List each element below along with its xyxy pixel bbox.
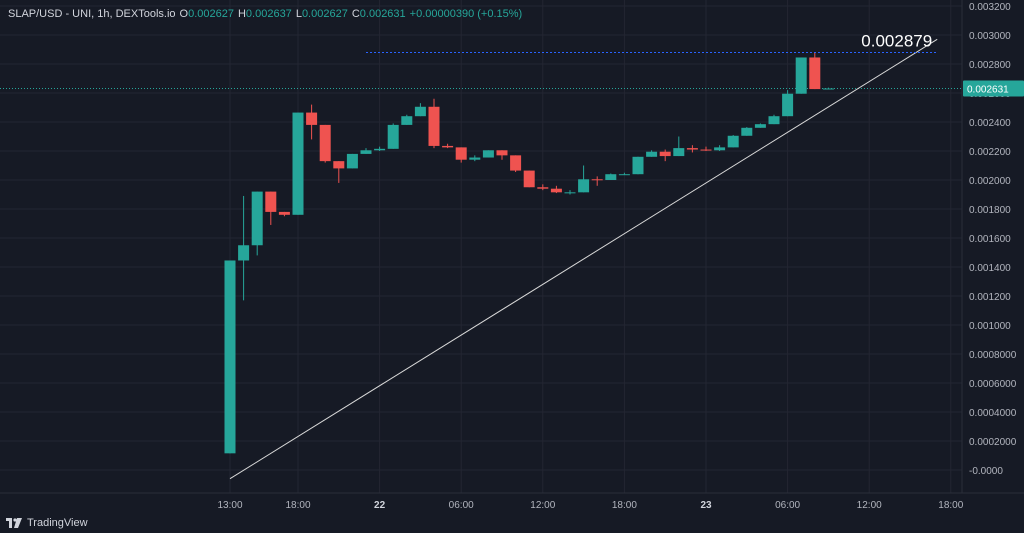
candle-up[interactable] — [768, 116, 780, 125]
candle-down[interactable] — [319, 124, 331, 162]
y-tick-label: 0.001800 — [969, 205, 1011, 216]
candle-down[interactable] — [809, 57, 821, 90]
candle-up[interactable] — [578, 179, 590, 193]
candle-down[interactable] — [265, 191, 277, 212]
candle-up[interactable] — [414, 106, 426, 117]
candle-up[interactable] — [714, 147, 726, 151]
candle-down[interactable] — [333, 161, 345, 169]
candle-down[interactable] — [496, 150, 508, 156]
candle-up[interactable] — [754, 124, 766, 128]
x-tick-label: 12:00 — [530, 500, 555, 511]
candle-up[interactable] — [605, 174, 617, 180]
candle-up[interactable] — [795, 57, 807, 94]
price-annotation-label: 0.002879 — [861, 32, 932, 51]
y-tick-label: -0.0000 — [969, 466, 1003, 477]
x-tick-label: 06:00 — [775, 500, 800, 511]
ohlc-close: C0.002631 — [351, 8, 406, 20]
candle-up[interactable] — [224, 260, 236, 454]
y-tick-label: 0.0002000 — [969, 437, 1017, 448]
y-tick-label: 0.0004000 — [969, 408, 1017, 419]
candle-up[interactable] — [401, 116, 413, 125]
y-tick-label: 0.003200 — [969, 2, 1011, 13]
brand-name: TradingView — [27, 517, 88, 529]
candle-down[interactable] — [659, 151, 671, 157]
y-tick-label: 0.001200 — [969, 292, 1011, 303]
symbol-title[interactable]: SLAP/USD - UNI, 1h, DEXTools.io — [8, 8, 176, 20]
current-price-tag — [963, 80, 1024, 97]
y-tick-label: 0.001400 — [969, 263, 1011, 274]
y-tick-label: 0.001000 — [969, 321, 1011, 332]
candle-up[interactable] — [646, 151, 658, 157]
candle-down[interactable] — [278, 211, 290, 215]
y-tick-label: 0.002400 — [969, 118, 1011, 129]
current-price-tag-label: 0.002631 — [967, 85, 1009, 96]
candle-up[interactable] — [251, 191, 263, 246]
candle-down[interactable] — [686, 148, 698, 150]
candle-up[interactable] — [469, 157, 481, 160]
candle-up[interactable] — [618, 174, 630, 176]
candle-up[interactable] — [782, 93, 794, 117]
candle-up[interactable] — [673, 148, 685, 157]
candle-up[interactable] — [632, 156, 644, 175]
candle-up[interactable] — [822, 88, 834, 90]
candle-up[interactable] — [741, 127, 753, 136]
y-tick-label: 0.0008000 — [969, 350, 1017, 361]
ohlc-low: L0.002627 — [295, 8, 348, 20]
candle-down[interactable] — [700, 149, 712, 151]
candle-down[interactable] — [455, 147, 467, 160]
y-tick-label: 0.001600 — [969, 234, 1011, 245]
candle-up[interactable] — [387, 124, 399, 149]
candle-down[interactable] — [306, 112, 318, 125]
candle-down[interactable] — [523, 170, 535, 188]
candle-up[interactable] — [727, 135, 739, 148]
candle-up[interactable] — [346, 153, 358, 169]
y-tick-label: 0.002800 — [969, 60, 1011, 71]
tradingview-brand[interactable]: TradingView — [6, 517, 88, 529]
x-tick-label: 18:00 — [938, 500, 963, 511]
candle-up[interactable] — [374, 148, 386, 151]
candle-down[interactable] — [591, 179, 603, 181]
x-tick-label: 12:00 — [857, 500, 882, 511]
ohlc-change: +0.00000390 (+0.15%) — [409, 8, 523, 20]
candle-up[interactable] — [482, 150, 494, 158]
candle-up[interactable] — [360, 150, 372, 154]
candle-down[interactable] — [428, 106, 440, 146]
x-tick-label: 18:00 — [612, 500, 637, 511]
x-tick-label: 18:00 — [285, 500, 310, 511]
candle-down[interactable] — [550, 188, 562, 193]
x-tick-label: 06:00 — [449, 500, 474, 511]
candle-down[interactable] — [510, 155, 522, 171]
candle-up[interactable] — [292, 112, 304, 215]
y-tick-label: 0.002000 — [969, 176, 1011, 187]
y-tick-label: 0.003000 — [969, 31, 1011, 42]
x-tick-label: 23 — [700, 500, 712, 511]
x-tick-label: 22 — [374, 500, 386, 511]
y-tick-label: 0.002200 — [969, 147, 1011, 158]
x-tick-label: 13:00 — [217, 500, 242, 511]
candle-up[interactable] — [238, 245, 250, 261]
tradingview-logo-icon — [6, 518, 22, 528]
y-tick-label: 0.0006000 — [969, 379, 1017, 390]
ohlc-high: H0.002637 — [237, 8, 292, 20]
candle-up[interactable] — [564, 192, 576, 194]
symbol-header: SLAP/USD - UNI, 1h, DEXTools.io O0.00262… — [8, 8, 522, 20]
candle-down[interactable] — [537, 187, 549, 189]
trendline[interactable] — [229, 38, 938, 480]
ohlc-open: O0.002627 — [179, 8, 234, 20]
candle-down[interactable] — [442, 145, 454, 148]
